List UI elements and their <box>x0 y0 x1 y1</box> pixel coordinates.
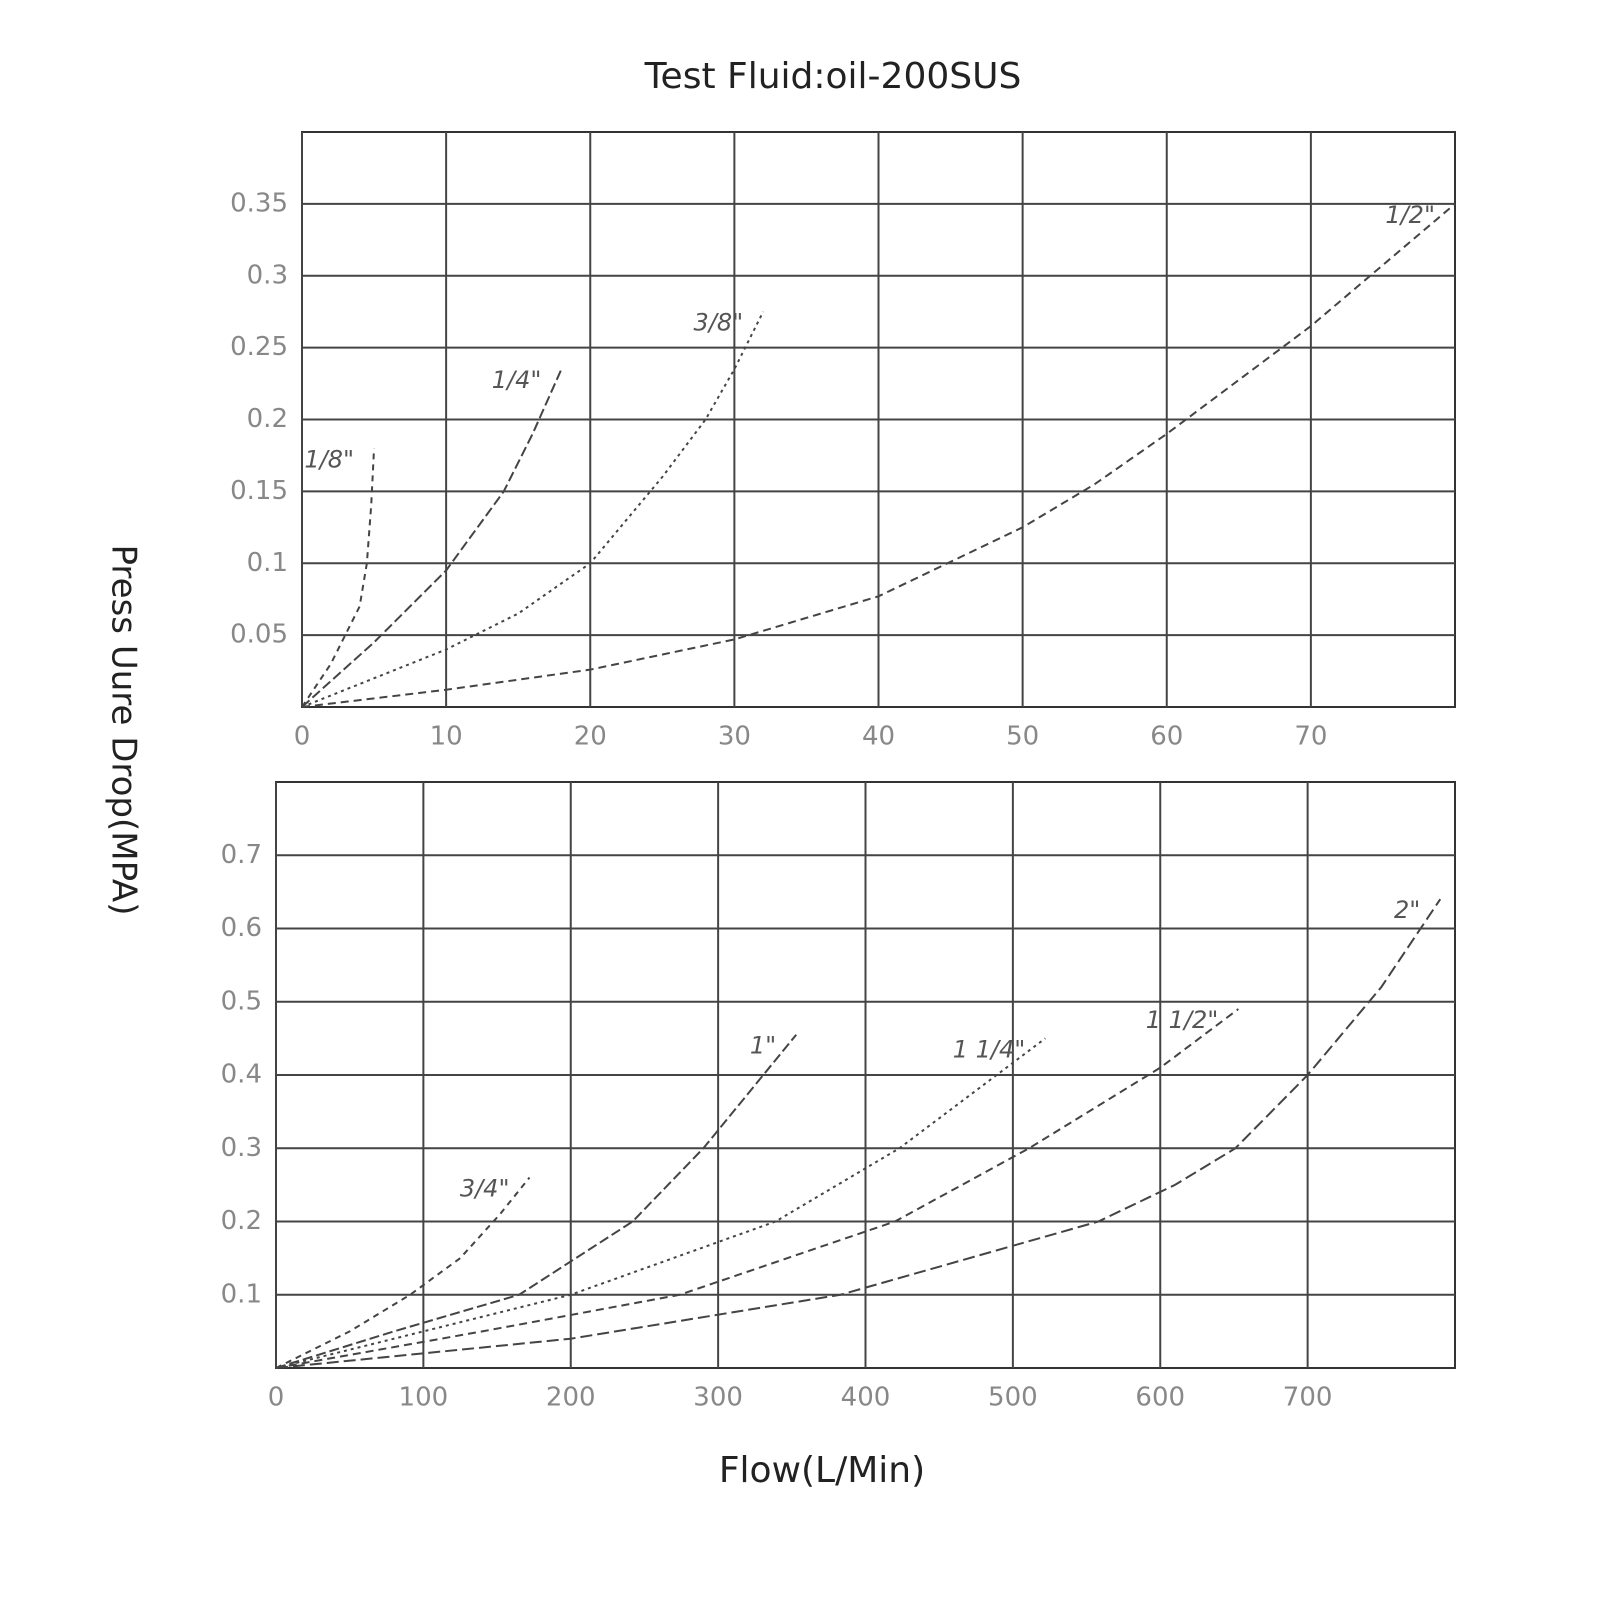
x-tick-label: 50 <box>1006 722 1039 752</box>
series-label: 1/4" <box>492 366 542 394</box>
y-tick-label: 0.7 <box>221 840 262 870</box>
y-tick-label: 0.2 <box>221 1206 262 1236</box>
x-axis-label: Flow(L/Min) <box>719 1450 925 1491</box>
data-line <box>301 448 376 708</box>
x-tick-label: 300 <box>693 1383 743 1413</box>
data-line <box>301 368 563 708</box>
y-tick-label: 0.6 <box>221 913 262 943</box>
x-tick-label: 30 <box>718 722 751 752</box>
x-tick-label: 60 <box>1150 722 1183 752</box>
data-line <box>275 1008 1239 1369</box>
series-label: 3/8" <box>694 309 744 337</box>
x-tick-label: 200 <box>546 1383 596 1413</box>
series-label: 1/2" <box>1385 201 1435 229</box>
x-tick-label: 400 <box>841 1383 891 1413</box>
x-tick-label: 0 <box>268 1383 285 1413</box>
x-tick-label: 0 <box>294 722 311 752</box>
x-tick-label: 10 <box>430 722 463 752</box>
y-tick-label: 0.3 <box>221 1133 262 1163</box>
x-tick-label: 70 <box>1294 722 1327 752</box>
series-label: 1 1/4" <box>953 1035 1026 1063</box>
series-label: 1/8" <box>304 445 354 473</box>
series-label: 2" <box>1394 896 1420 924</box>
series-label: 1 1/2" <box>1146 1006 1219 1034</box>
data-line <box>275 1176 531 1369</box>
y-tick-label: 0.35 <box>230 188 288 218</box>
data-line <box>275 898 1442 1369</box>
x-tick-label: 700 <box>1283 1383 1333 1413</box>
x-tick-label: 100 <box>399 1383 449 1413</box>
x-tick-label: 600 <box>1135 1383 1185 1413</box>
data-line <box>301 311 765 708</box>
y-tick-label: 0.4 <box>221 1060 262 1090</box>
y-tick-label: 0.1 <box>221 1279 262 1309</box>
x-tick-label: 40 <box>862 722 895 752</box>
chart-title: Test Fluid:oil-200SUS <box>644 56 1022 97</box>
data-line <box>301 203 1456 708</box>
y-tick-label: 0.2 <box>247 404 288 434</box>
y-tick-label: 0.1 <box>247 548 288 578</box>
data-line <box>275 1037 1046 1369</box>
x-tick-label: 500 <box>988 1383 1038 1413</box>
y-tick-label: 0.05 <box>230 620 288 650</box>
series-label: 3/4" <box>460 1175 510 1203</box>
y-axis-label: Press Uure Drop(MPA) <box>104 545 144 916</box>
y-tick-label: 0.3 <box>247 260 288 290</box>
y-tick-label: 0.15 <box>230 476 288 506</box>
x-tick-label: 20 <box>574 722 607 752</box>
series-label: 1" <box>750 1032 776 1060</box>
y-tick-label: 0.25 <box>230 332 288 362</box>
y-tick-label: 0.5 <box>221 986 262 1016</box>
data-line <box>275 1034 798 1369</box>
